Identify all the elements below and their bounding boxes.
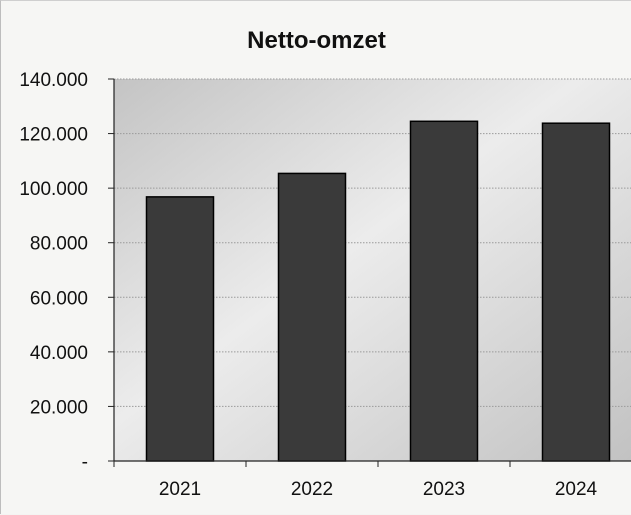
y-tick-label: 20.000	[30, 397, 88, 418]
bar-2023	[409, 120, 479, 462]
y-axis-ticks: - 20.000 40.000 60.000 80.000 100.000 120.000 1…	[19, 70, 114, 473]
x-tick-label: 2021	[159, 479, 201, 500]
axes	[113, 79, 631, 462]
x-tick-label: 2024	[555, 479, 598, 500]
y-tick-label: 60.000	[30, 288, 88, 309]
bar-2021	[145, 196, 215, 462]
x-tick-label: 2023	[423, 479, 465, 500]
y-tick-label: -	[82, 452, 88, 473]
y-tick-label: 120.000	[19, 125, 88, 146]
y-tick-label: 100.000	[19, 179, 88, 200]
bar-2024	[541, 122, 611, 462]
gridlines	[114, 78, 631, 407]
x-tick-label: 2022	[291, 479, 333, 500]
chart-title: Netto-omzet	[247, 27, 386, 54]
y-tick-label: 40.000	[30, 343, 88, 364]
y-tick-label: 140.000	[19, 70, 88, 91]
y-tick-label: 80.000	[30, 234, 88, 255]
bar-2022	[277, 172, 347, 462]
x-axis-ticks: 2021 2022 2023 2024	[113, 461, 598, 500]
